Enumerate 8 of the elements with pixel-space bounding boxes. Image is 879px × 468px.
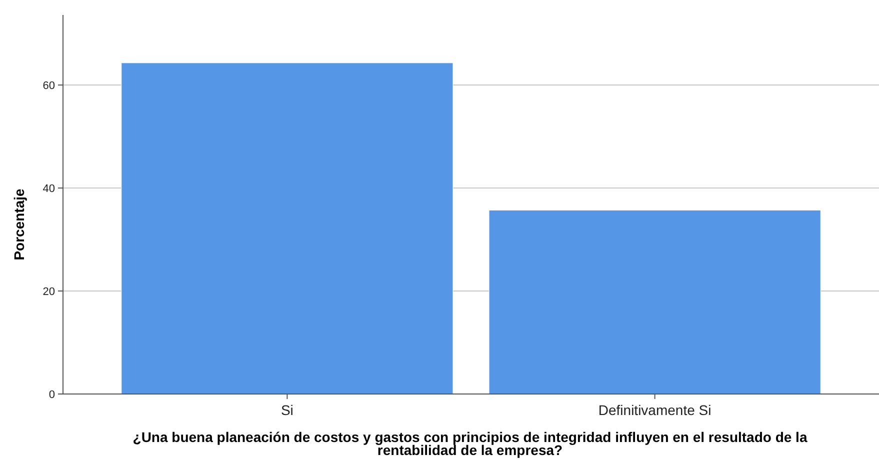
x-tick-label: Si: [280, 402, 294, 418]
x-tick-label: Definitivamente Si: [598, 402, 712, 418]
y-axis-title: Porcentaje: [11, 188, 27, 260]
y-tick-label: 60: [42, 80, 55, 92]
y-tick-label: 40: [42, 182, 55, 195]
y-tick-label: 0: [48, 388, 55, 401]
y-tick-label: 20: [42, 286, 55, 298]
x-axis-title: ¿Una buena planeación de costos y gastos con principios de integridad influyen en el resultado de la rentabilidad de la empresa?: [132, 429, 808, 458]
